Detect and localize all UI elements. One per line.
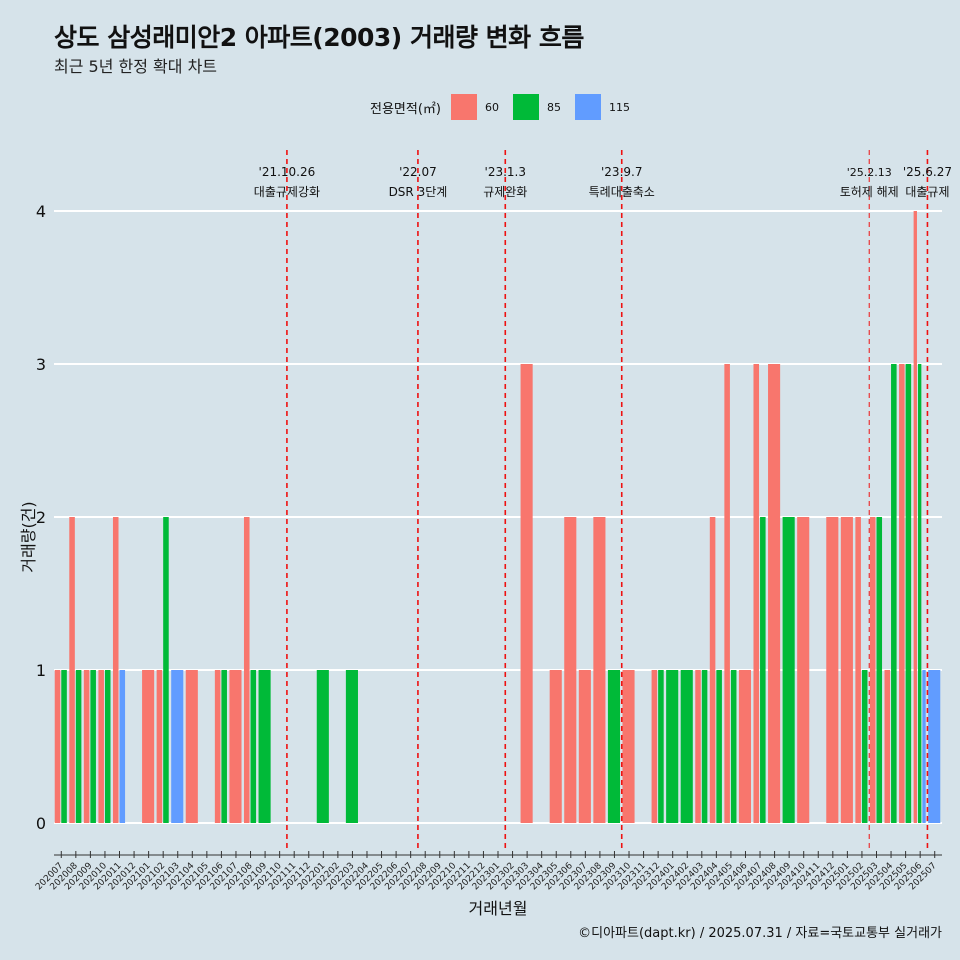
bar [876, 517, 883, 823]
bar [917, 364, 922, 823]
bar [922, 670, 926, 823]
bar [221, 670, 227, 823]
bar [163, 517, 169, 823]
bar [83, 670, 90, 823]
bar [593, 517, 606, 823]
chart-title: 상도 삼성래미안2 아파트(2003) 거래량 변화 흐름 [54, 23, 584, 52]
bar [156, 670, 163, 823]
bar [578, 670, 591, 823]
y-tick-label: 4 [36, 202, 46, 221]
bar [797, 517, 810, 823]
y-tick-label: 2 [36, 508, 46, 527]
legend-label-115: 115 [608, 100, 630, 114]
bar [185, 670, 198, 823]
bar [724, 364, 730, 823]
bar [98, 670, 104, 823]
bar [61, 670, 67, 823]
bar [899, 364, 905, 823]
bar [258, 670, 271, 823]
bar [75, 670, 82, 823]
y-axis-title: 거래량(건) [19, 501, 38, 572]
bar [861, 670, 868, 823]
bar [658, 670, 664, 823]
chart-subtitle: 최근 5년 한정 확대 차트 [54, 57, 218, 76]
legend-key-60 [450, 94, 477, 120]
bar [913, 211, 917, 823]
bar [250, 670, 257, 823]
bar [730, 670, 737, 823]
event-name-label: 특례대출축소 [589, 185, 655, 199]
event-name-label: 토허제 해제 [840, 185, 899, 199]
bar [564, 517, 577, 823]
legend-key-115 [574, 94, 601, 120]
bar [171, 670, 184, 823]
bar [855, 517, 861, 823]
y-tick-label: 0 [36, 814, 46, 833]
bar [891, 364, 897, 823]
event-name-label: 규제완화 [483, 185, 527, 199]
bar [760, 517, 766, 823]
bar [622, 670, 635, 823]
event-date-label: '23.9.7 [601, 165, 642, 179]
legend: 전용면적(㎡) 60 85 115 [370, 93, 644, 121]
bar [666, 670, 679, 823]
event-date-label: '22.07 [399, 165, 437, 179]
event-name-label: 대출규제 [905, 185, 949, 199]
bar [840, 517, 853, 823]
bar [709, 517, 716, 823]
event-name-label: DSR 3단계 [389, 185, 448, 199]
bar [701, 670, 708, 823]
legend-label-60: 60 [484, 100, 499, 114]
bar [54, 670, 61, 823]
bar [90, 670, 96, 823]
event-date-label: '23.1.3 [485, 165, 526, 179]
bar [549, 670, 562, 823]
bar [905, 364, 912, 823]
bar [119, 670, 126, 823]
bar [316, 670, 329, 823]
x-axis-title: 거래년월 [469, 899, 528, 918]
legend-title: 전용면적(㎡) [370, 101, 441, 117]
bar [695, 670, 701, 823]
legend-key-85 [512, 94, 539, 120]
bar [69, 517, 75, 823]
bar [826, 517, 839, 823]
bar [214, 670, 221, 823]
bar [680, 670, 693, 823]
bar [716, 670, 722, 823]
bar [243, 517, 250, 823]
bar [142, 670, 155, 823]
bar [651, 670, 658, 823]
event-name-label: 대출규제강화 [254, 185, 320, 199]
bar [869, 517, 876, 823]
bar [104, 670, 111, 823]
bar [229, 670, 242, 823]
bar [768, 364, 781, 823]
bar [782, 517, 795, 823]
bar [345, 670, 358, 823]
source-caption: ©디아파트(dapt.kr) / 2025.07.31 / 자료=국토교통부 실… [578, 926, 942, 941]
bar [884, 670, 891, 823]
event-date-label: '21.10.26 [259, 165, 316, 179]
bar [753, 364, 760, 823]
y-tick-label: 1 [36, 661, 46, 680]
bar [607, 670, 621, 823]
event-date-label: '25.6.27 [903, 165, 952, 179]
bar [520, 364, 533, 823]
y-tick-label: 3 [36, 355, 46, 374]
bar [928, 670, 941, 823]
legend-label-85: 85 [546, 100, 561, 114]
bar [112, 517, 119, 823]
event-date-label: '25.2.13 [847, 166, 892, 179]
bar [738, 670, 752, 823]
